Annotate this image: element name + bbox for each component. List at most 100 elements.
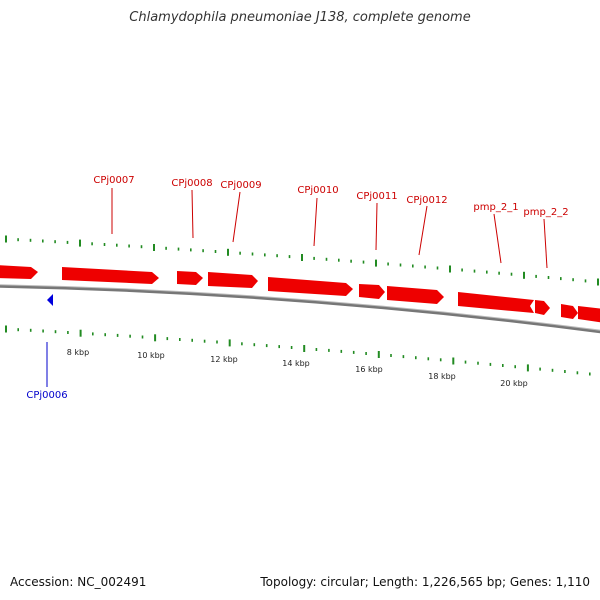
inner-tick-mark <box>241 342 243 346</box>
inner-tick-mark <box>191 338 193 342</box>
gene-cpj0011[interactable] <box>359 284 385 299</box>
outer-tick-mark <box>523 271 525 279</box>
gene-cpj0010[interactable] <box>268 277 353 296</box>
outer-tick-mark <box>202 249 204 253</box>
outer-tick-mark <box>79 239 81 247</box>
inner-tick-mark <box>166 337 169 341</box>
scale-label-12kbp: 12 kbp <box>210 355 238 364</box>
gene-label-cpj0009: CPj0009 <box>220 180 261 191</box>
inner-tick-mark <box>141 335 144 339</box>
gene-cpj0009[interactable] <box>208 272 258 288</box>
forward-leader-lines <box>111 188 548 269</box>
inner-tick-mark <box>104 333 106 337</box>
outer-tick-mark <box>498 271 500 275</box>
scale-label-8kbp: 8 kbp <box>67 348 89 357</box>
gene-cpj0006-forward[interactable] <box>0 265 38 279</box>
inner-tick-mark <box>539 367 541 371</box>
inner-tick-mark <box>228 339 231 347</box>
inner-tick-mark <box>303 345 306 352</box>
inner-tick-mark <box>216 340 218 344</box>
inner-tick-mark <box>315 348 318 351</box>
inner-tick-mark <box>203 339 206 343</box>
outer-tick-mark <box>128 244 130 248</box>
gene-cpj0006[interactable] <box>47 294 53 306</box>
inner-tick-mark <box>551 368 554 372</box>
outer-tick-mark <box>42 239 44 243</box>
outer-tick-mark <box>449 265 451 273</box>
inner-tick-mark <box>489 362 492 366</box>
outer-tick-mark <box>264 253 266 257</box>
outer-tick-mark <box>301 254 303 261</box>
scale-label-18kbp: 18 kbp <box>428 372 456 381</box>
outer-tick-mark <box>412 264 414 268</box>
inner-tick-mark <box>439 358 442 362</box>
inner-tick-mark <box>29 328 32 332</box>
inner-tick-mark <box>92 332 94 336</box>
inner-tick-mark <box>415 356 417 360</box>
outer-tick-mark <box>190 248 192 252</box>
outer-tick-mark <box>288 255 291 259</box>
outer-tick-mark <box>165 246 167 250</box>
inner-tick-mark <box>17 328 19 332</box>
outer-tick-mark <box>486 270 488 274</box>
inner-tick-mark <box>564 370 566 373</box>
outer-tick-mark <box>584 279 587 283</box>
gene-cpj0007[interactable] <box>62 267 159 284</box>
outer-tick-mark <box>510 272 513 276</box>
outer-tick-mark <box>338 258 340 262</box>
outer-tick-mark <box>153 244 155 251</box>
outer-tick-mark <box>17 238 19 242</box>
outer-tick-row <box>5 235 599 286</box>
outer-tick-mark <box>91 242 93 246</box>
outer-tick-mark <box>572 278 574 282</box>
inner-tick-mark <box>402 355 405 359</box>
genome-backbone-highlight <box>0 284 600 331</box>
outer-tick-mark <box>535 274 537 278</box>
outer-tick-mark <box>313 256 315 260</box>
scale-label-16kbp: 16 kbp <box>355 365 383 374</box>
forward-gene-track <box>0 265 600 323</box>
genome-summary-text: Topology: circular; Length: 1,226,565 bp… <box>260 575 590 589</box>
inner-tick-row <box>5 325 591 376</box>
inner-tick-mark <box>5 325 7 333</box>
outer-tick-mark <box>251 252 254 256</box>
gene-cpj0008[interactable] <box>177 271 203 285</box>
inner-tick-mark <box>502 364 504 367</box>
outer-tick-mark <box>473 269 476 273</box>
gene-pmp-2-2[interactable] <box>561 304 578 319</box>
gene-pmp-2-1[interactable] <box>458 292 534 313</box>
outer-tick-mark <box>140 245 143 249</box>
outer-tick-mark <box>399 263 402 267</box>
outer-tick-mark <box>5 235 7 243</box>
scale-label-10kbp: 10 kbp <box>137 351 165 360</box>
outer-tick-mark <box>325 257 328 261</box>
inner-tick-mark <box>253 343 256 347</box>
outer-tick-mark <box>66 240 69 244</box>
outer-tick-mark <box>597 278 599 286</box>
outer-tick-mark <box>227 248 229 256</box>
outer-tick-mark <box>116 243 118 247</box>
scale-label-14kbp: 14 kbp <box>282 359 310 368</box>
gene-label-pmp-2-1: pmp_2_1 <box>473 202 518 213</box>
outer-tick-mark <box>560 277 562 281</box>
inner-tick-mark <box>54 330 57 334</box>
inner-tick-mark <box>589 372 591 376</box>
inner-tick-mark <box>42 329 44 333</box>
outer-tick-mark <box>103 243 106 246</box>
inner-tick-mark <box>514 365 516 369</box>
inner-tick-mark <box>340 349 343 353</box>
gene-label-cpj0010: CPj0010 <box>297 185 338 196</box>
gene-pmp-2-1b[interactable] <box>535 300 550 315</box>
scale-label-20kbp: 20 kbp <box>500 379 528 388</box>
inner-tick-mark <box>116 333 119 337</box>
gene-label-cpj0006: CPj0006 <box>26 390 67 401</box>
gene-label-cpj0012: CPj0012 <box>406 195 447 206</box>
inner-tick-mark <box>265 344 268 348</box>
inner-tick-mark <box>67 331 69 334</box>
outer-tick-mark <box>387 262 389 266</box>
gene-cpj0012[interactable] <box>387 286 444 304</box>
inner-tick-mark <box>477 361 479 365</box>
outer-tick-mark <box>54 240 56 244</box>
gene-next[interactable] <box>578 306 600 323</box>
